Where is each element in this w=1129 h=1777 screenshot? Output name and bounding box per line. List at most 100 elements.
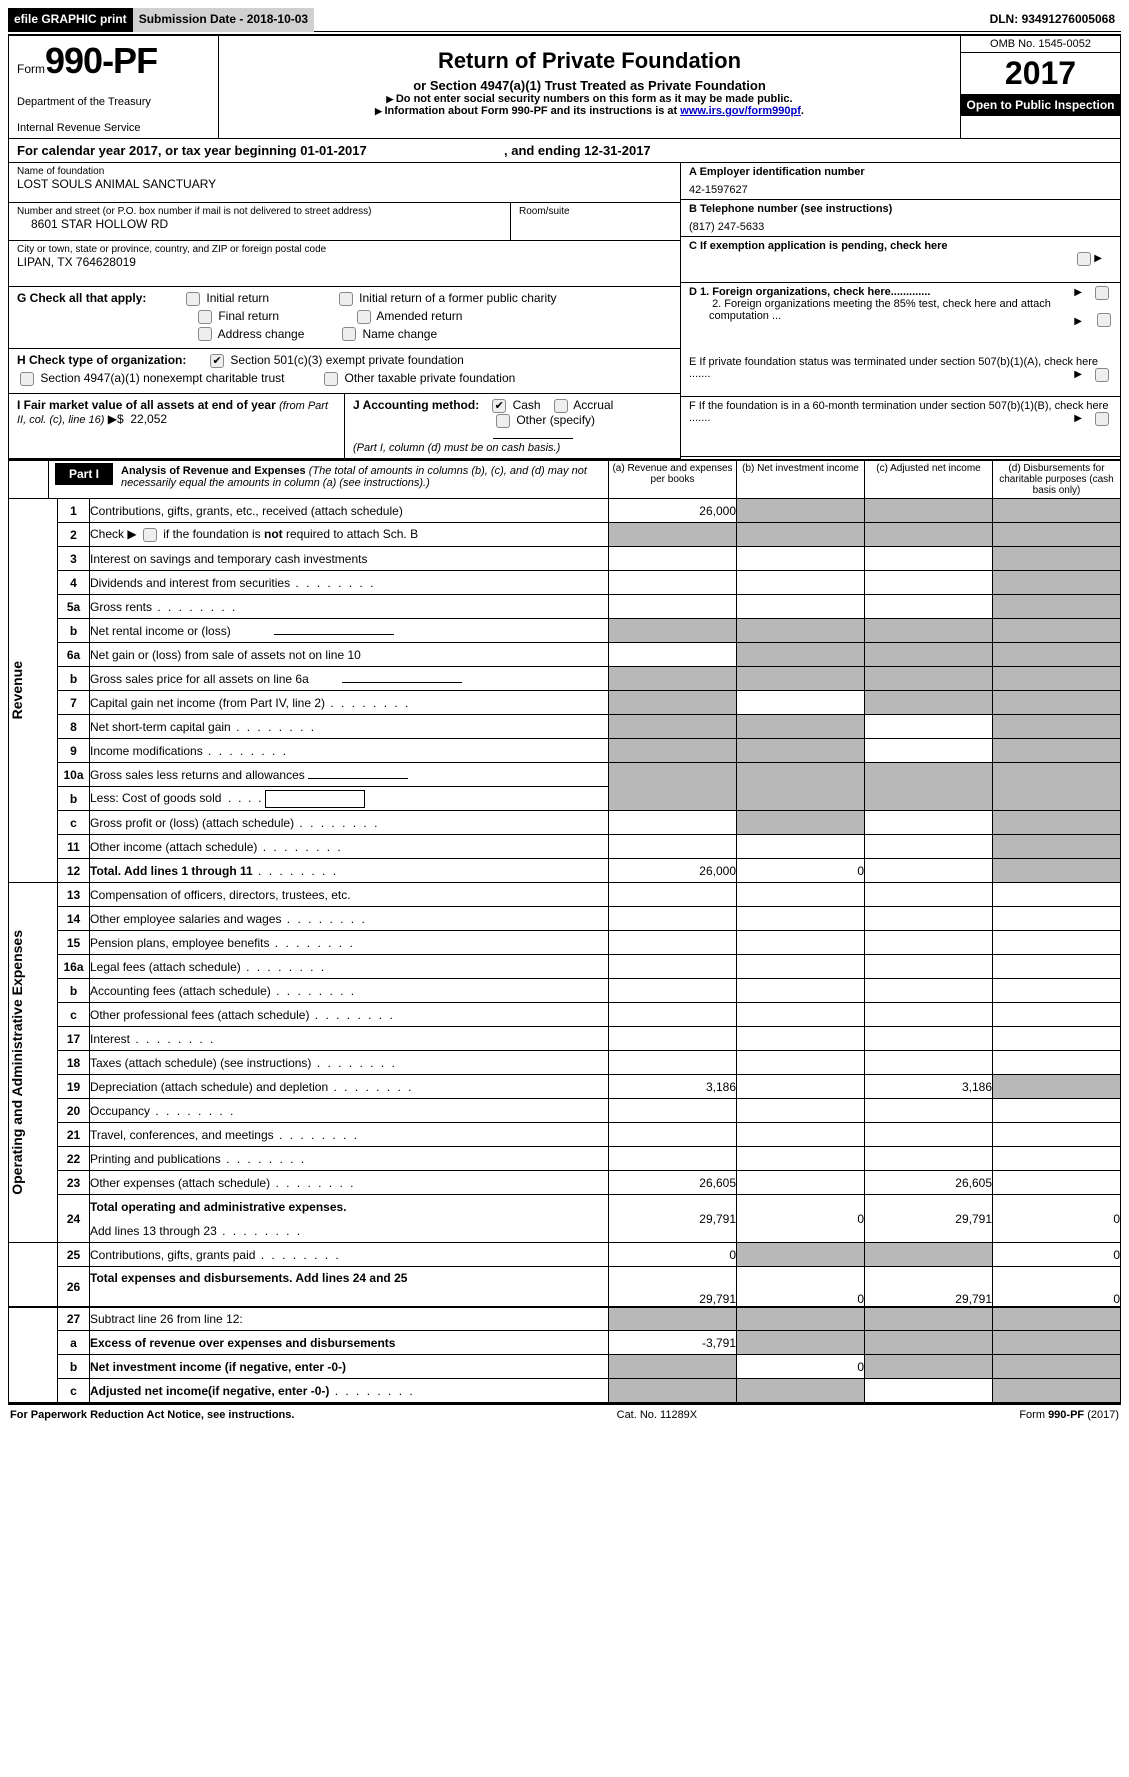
final-return-checkbox[interactable] bbox=[198, 310, 212, 324]
submission-date: Submission Date - 2018-10-03 bbox=[133, 8, 314, 32]
expenses-label: Operating and Administrative Expenses bbox=[9, 930, 25, 1195]
col-a-header: (a) Revenue and expenses per books bbox=[608, 461, 736, 498]
note-ssn: Do not enter social security numbers on … bbox=[225, 93, 954, 105]
amended-return-checkbox[interactable] bbox=[357, 310, 371, 324]
status-terminated-checkbox[interactable] bbox=[1095, 368, 1109, 382]
instructions-link[interactable]: www.irs.gov/form990pf bbox=[680, 105, 801, 117]
line-10a: 10aGross sales less returns and allowanc… bbox=[9, 763, 1121, 787]
line-14: 14Other employee salaries and wages bbox=[9, 907, 1121, 931]
4947a1-checkbox[interactable] bbox=[20, 372, 34, 386]
paperwork-notice: For Paperwork Reduction Act Notice, see … bbox=[10, 1409, 294, 1421]
section-c: C If exemption application is pending, c… bbox=[681, 237, 1120, 283]
60month-checkbox[interactable] bbox=[1095, 412, 1109, 426]
section-e: E If private foundation status was termi… bbox=[681, 353, 1120, 397]
exemption-pending-checkbox[interactable] bbox=[1077, 252, 1091, 266]
ein-cell: A Employer identification number 42-1597… bbox=[681, 163, 1120, 200]
accrual-checkbox[interactable] bbox=[554, 399, 568, 413]
header-right: OMB No. 1545-0052 2017 Open to Public In… bbox=[960, 36, 1120, 138]
line-6a: 6aNet gain or (loss) from sale of assets… bbox=[9, 643, 1121, 667]
foreign-org-checkbox[interactable] bbox=[1095, 286, 1109, 300]
line-4: 4Dividends and interest from securities bbox=[9, 571, 1121, 595]
line-20: 20Occupancy bbox=[9, 1099, 1121, 1123]
other-taxable-checkbox[interactable] bbox=[324, 372, 338, 386]
line-27c: cAdjusted net income(if negative, enter … bbox=[9, 1379, 1121, 1403]
omb-number: OMB No. 1545-0052 bbox=[961, 36, 1120, 53]
form-prefix: Form bbox=[17, 62, 45, 76]
other-method-checkbox[interactable] bbox=[496, 414, 510, 428]
city-cell: City or town, state or province, country… bbox=[9, 241, 680, 287]
part1-table: Revenue 1 Contributions, gifts, grants, … bbox=[8, 499, 1121, 1404]
line-21: 21Travel, conferences, and meetings bbox=[9, 1123, 1121, 1147]
section-h: H Check type of organization: Section 50… bbox=[9, 349, 680, 394]
line-22: 22Printing and publications bbox=[9, 1147, 1121, 1171]
line-16a: 16aLegal fees (attach schedule) bbox=[9, 955, 1121, 979]
section-g: G Check all that apply: Initial return I… bbox=[9, 287, 680, 349]
foreign-85-checkbox[interactable] bbox=[1097, 313, 1111, 327]
sch-b-checkbox[interactable] bbox=[143, 528, 157, 542]
header-center: Return of Private Foundation or Section … bbox=[219, 36, 960, 138]
line-19: 19Depreciation (attach schedule) and dep… bbox=[9, 1075, 1121, 1099]
form-number: 990-PF bbox=[45, 40, 157, 82]
form-reference: Form 990-PF (2017) bbox=[1019, 1409, 1119, 1421]
section-d: D 1. Foreign organizations, check here..… bbox=[681, 283, 1120, 353]
entity-info: Name of foundation LOST SOULS ANIMAL SAN… bbox=[8, 163, 1121, 459]
open-inspection: Open to Public Inspection bbox=[961, 94, 1120, 116]
fmv-value: 22,052 bbox=[130, 412, 167, 426]
line-5b: bNet rental income or (loss) bbox=[9, 619, 1121, 643]
line-13: Operating and Administrative Expenses 13… bbox=[9, 883, 1121, 907]
section-i: I Fair market value of all assets at end… bbox=[9, 394, 345, 458]
line-6b: bGross sales price for all assets on lin… bbox=[9, 667, 1121, 691]
part1-tab: Part I bbox=[55, 463, 113, 485]
line-15: 15Pension plans, employee benefits bbox=[9, 931, 1121, 955]
form-header: Form 990-PF Department of the Treasury I… bbox=[8, 34, 1121, 139]
efile-label: efile GRAPHIC print bbox=[8, 8, 133, 32]
line-23: 23Other expenses (attach schedule)26,605… bbox=[9, 1171, 1121, 1195]
line-27b: bNet investment income (if negative, ent… bbox=[9, 1355, 1121, 1379]
foundation-name: LOST SOULS ANIMAL SANCTUARY bbox=[17, 177, 672, 191]
col-c-header: (c) Adjusted net income bbox=[864, 461, 992, 498]
catalog-number: Cat. No. 11289X bbox=[617, 1409, 698, 1421]
initial-return-former-checkbox[interactable] bbox=[339, 292, 353, 306]
address-change-checkbox[interactable] bbox=[198, 327, 212, 341]
col-b-header: (b) Net investment income bbox=[736, 461, 864, 498]
header-left: Form 990-PF Department of the Treasury I… bbox=[9, 36, 219, 138]
address: 8601 STAR HOLLOW RD bbox=[17, 217, 502, 231]
ein-value: 42-1597627 bbox=[689, 184, 1112, 196]
cash-checkbox[interactable] bbox=[492, 399, 506, 413]
line-8: 8Net short-term capital gain bbox=[9, 715, 1121, 739]
line-27: 27Subtract line 26 from line 12: bbox=[9, 1307, 1121, 1331]
dln: DLN: 93491276005068 bbox=[984, 8, 1121, 32]
line-18: 18Taxes (attach schedule) (see instructi… bbox=[9, 1051, 1121, 1075]
page-footer: For Paperwork Reduction Act Notice, see … bbox=[8, 1403, 1121, 1425]
line-16c: cOther professional fees (attach schedul… bbox=[9, 1003, 1121, 1027]
line-9: 9Income modifications bbox=[9, 739, 1121, 763]
top-bar: efile GRAPHIC print Submission Date - 20… bbox=[8, 8, 1121, 32]
line-24: 24Total operating and administrative exp… bbox=[9, 1195, 1121, 1219]
line-5a: 5aGross rents bbox=[9, 595, 1121, 619]
line-16b: bAccounting fees (attach schedule) bbox=[9, 979, 1121, 1003]
form-title: Return of Private Foundation bbox=[225, 48, 954, 74]
line-12: 12Total. Add lines 1 through 1126,0000 bbox=[9, 859, 1121, 883]
initial-return-checkbox[interactable] bbox=[186, 292, 200, 306]
city-state-zip: LIPAN, TX 764628019 bbox=[17, 255, 672, 269]
note-instructions: Information about Form 990-PF and its in… bbox=[225, 105, 954, 117]
section-j: J Accounting method: Cash Accrual Other … bbox=[345, 394, 680, 458]
section-f: F If the foundation is in a 60-month ter… bbox=[681, 397, 1120, 457]
telephone-cell: B Telephone number (see instructions) (8… bbox=[681, 200, 1120, 237]
line-11: 11Other income (attach schedule) bbox=[9, 835, 1121, 859]
line-27a: aExcess of revenue over expenses and dis… bbox=[9, 1331, 1121, 1355]
dept-treasury: Department of the Treasury bbox=[17, 96, 210, 108]
address-cell: Number and street (or P.O. box number if… bbox=[9, 203, 510, 241]
irs: Internal Revenue Service bbox=[17, 122, 210, 134]
part1-header: Part I Analysis of Revenue and Expenses … bbox=[8, 459, 1121, 499]
501c3-checkbox[interactable] bbox=[210, 354, 224, 368]
name-change-checkbox[interactable] bbox=[342, 327, 356, 341]
foundation-name-cell: Name of foundation LOST SOULS ANIMAL SAN… bbox=[9, 163, 680, 203]
room-suite-cell: Room/suite bbox=[510, 203, 680, 241]
telephone-value: (817) 247-5633 bbox=[689, 221, 1112, 233]
line-10c: cGross profit or (loss) (attach schedule… bbox=[9, 811, 1121, 835]
revenue-label: Revenue bbox=[9, 661, 25, 719]
tax-year: 2017 bbox=[961, 53, 1120, 94]
line-2: 2 Check ▶ if the foundation is not requi… bbox=[9, 523, 1121, 547]
line-26: 26Total expenses and disbursements. Add … bbox=[9, 1267, 1121, 1307]
